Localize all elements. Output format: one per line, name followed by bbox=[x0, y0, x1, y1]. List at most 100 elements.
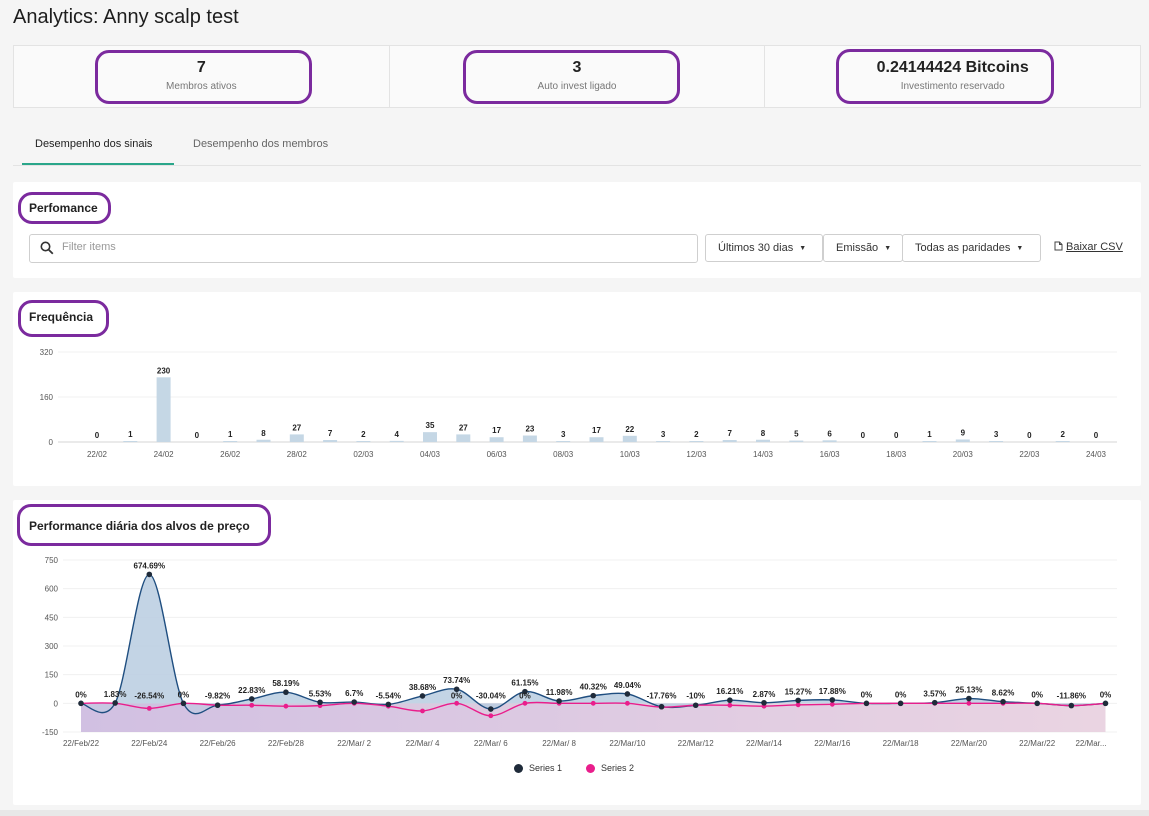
y-tick-label: 320 bbox=[40, 348, 54, 357]
series-1-point bbox=[966, 695, 972, 702]
negative-area-fill bbox=[81, 703, 1106, 732]
frequency-title: Frequência bbox=[29, 310, 94, 324]
bar-value-label: 0 bbox=[95, 431, 100, 440]
series-1-point bbox=[556, 698, 562, 704]
bar bbox=[989, 441, 1004, 442]
series-2-point bbox=[522, 700, 528, 706]
series-1-point bbox=[1102, 700, 1109, 707]
series-1-point bbox=[1000, 698, 1006, 705]
x-tick-label: 22/Feb/22 bbox=[63, 739, 100, 748]
bar bbox=[656, 441, 671, 442]
bar-value-label: 1 bbox=[128, 430, 133, 439]
series-1-line bbox=[80, 573, 1106, 715]
series-1-area bbox=[81, 574, 1106, 714]
download-csv-link[interactable]: Baixar CSV bbox=[1054, 241, 1123, 253]
tab-signal-performance[interactable]: Desempenho dos sinais bbox=[35, 138, 153, 150]
bar bbox=[922, 441, 937, 442]
tab-member-performance[interactable]: Desempenho dos membros bbox=[193, 138, 329, 150]
bar-value-label: 6 bbox=[827, 429, 832, 438]
series-1-point bbox=[385, 701, 392, 708]
series-1-data-label: 40.32% bbox=[580, 683, 607, 692]
y-tick-label: 300 bbox=[45, 642, 59, 651]
bar bbox=[489, 437, 504, 442]
series-2-area bbox=[81, 702, 1106, 732]
type-dropdown-label: Emissão bbox=[836, 242, 879, 254]
bar bbox=[689, 441, 704, 442]
daily-performance-area-chart: -150 0 150 300 450 600 750 0% 1.83% 674.69% 0% -9.8… bbox=[42, 556, 1117, 748]
caret-down-icon: ▼ bbox=[799, 245, 807, 252]
series-1-point bbox=[590, 692, 597, 699]
pairs-dropdown[interactable]: Todas as paridades ▼ bbox=[902, 234, 1041, 262]
type-dropdown[interactable]: Emissão ▼ bbox=[823, 234, 903, 262]
download-csv-label: Baixar CSV bbox=[1066, 241, 1123, 253]
x-tick-label: 12/03 bbox=[686, 450, 707, 459]
series-2-point bbox=[454, 700, 460, 706]
series-2-point bbox=[966, 700, 972, 706]
filter-input[interactable] bbox=[62, 241, 662, 253]
x-tick-label: 22/Mar/16 bbox=[814, 739, 851, 748]
caret-down-icon: ▼ bbox=[884, 245, 892, 252]
y-tick-label: 150 bbox=[45, 671, 59, 680]
daily-performance-title: Performance diária dos alvos de preço bbox=[29, 519, 250, 533]
series-1-data-label: -11.86% bbox=[1057, 691, 1086, 700]
series-2-data-label: 0% bbox=[451, 691, 463, 700]
bar-value-label: 27 bbox=[459, 423, 468, 432]
series-1-data-label: 3.57% bbox=[923, 690, 946, 699]
series-1-point bbox=[522, 688, 528, 695]
x-tick-label: 22/Mar... bbox=[1075, 739, 1106, 748]
legend-label: Series 2 bbox=[601, 763, 635, 773]
bar-value-label: 3 bbox=[994, 430, 999, 439]
series-1-point bbox=[248, 696, 255, 702]
x-tick-label: 22/Mar/12 bbox=[678, 739, 715, 748]
x-tick-label: 22/Mar/ 4 bbox=[406, 739, 440, 748]
legend-series-1[interactable]: Series 1 bbox=[514, 763, 562, 773]
series-1-point bbox=[624, 691, 631, 697]
series-1-point bbox=[351, 699, 358, 705]
series-1-data-label: 0% bbox=[75, 690, 87, 699]
series-1-data-label: 38.68% bbox=[409, 683, 436, 692]
bar bbox=[123, 441, 138, 442]
bar-value-label: 8 bbox=[761, 429, 766, 438]
series-1-data-label: 11.98% bbox=[546, 688, 573, 697]
file-icon bbox=[1054, 241, 1063, 251]
bar-value-label: 2 bbox=[694, 430, 699, 439]
series-1-point bbox=[863, 700, 870, 707]
x-tick-label: 22/Mar/10 bbox=[609, 739, 646, 748]
tab-bar: Desempenho dos sinais Desempenho dos mem… bbox=[13, 128, 1141, 166]
bar bbox=[256, 439, 271, 442]
period-dropdown[interactable]: Últimos 30 dias ▼ bbox=[705, 234, 823, 262]
series-1-data-label: 8.62% bbox=[992, 689, 1015, 698]
series-1-point bbox=[146, 571, 153, 578]
series-2-point bbox=[590, 700, 596, 706]
bar-value-label: 7 bbox=[328, 429, 333, 438]
filter-box bbox=[29, 234, 698, 263]
bar-value-label: 4 bbox=[394, 430, 399, 439]
series-2-data-label: 0% bbox=[519, 691, 531, 700]
bar-value-label: 8 bbox=[261, 429, 266, 438]
x-tick-label: 22/Feb/24 bbox=[131, 739, 168, 748]
y-tick-label: 750 bbox=[45, 556, 59, 565]
bar-value-label: 0 bbox=[894, 431, 899, 440]
legend-series-2[interactable]: Series 2 bbox=[586, 763, 634, 773]
series-1-data-label: 16.21% bbox=[716, 687, 743, 696]
x-tick-label: 22/Mar/ 6 bbox=[474, 739, 508, 748]
bar bbox=[156, 377, 171, 442]
stats-bar: 7 Membros ativos 3 Auto invest ligado 0.… bbox=[13, 45, 1141, 108]
performance-card: Perfomance Últimos 30 dias ▼ Emissão ▼ Tod… bbox=[13, 182, 1141, 278]
active-tab-indicator bbox=[22, 163, 174, 165]
stat-value: 0.24144424 Bitcoins bbox=[876, 59, 1029, 76]
bar bbox=[522, 435, 537, 442]
legend-dot bbox=[586, 763, 595, 773]
x-tick-label: 20/03 bbox=[953, 450, 974, 459]
series-1-point bbox=[658, 703, 665, 710]
series-2-point bbox=[420, 708, 425, 714]
legend-dot bbox=[514, 763, 523, 773]
bar bbox=[622, 435, 637, 442]
series-2-point bbox=[249, 702, 255, 708]
stat-active-members: 7 Membros ativos bbox=[14, 46, 390, 107]
series-1-data-label: 15.27% bbox=[785, 687, 812, 696]
x-tick-label: 18/03 bbox=[886, 450, 907, 459]
y-tick-label: 600 bbox=[45, 585, 59, 594]
bar bbox=[223, 441, 238, 442]
series-1-data-label: 49.04% bbox=[614, 681, 641, 690]
